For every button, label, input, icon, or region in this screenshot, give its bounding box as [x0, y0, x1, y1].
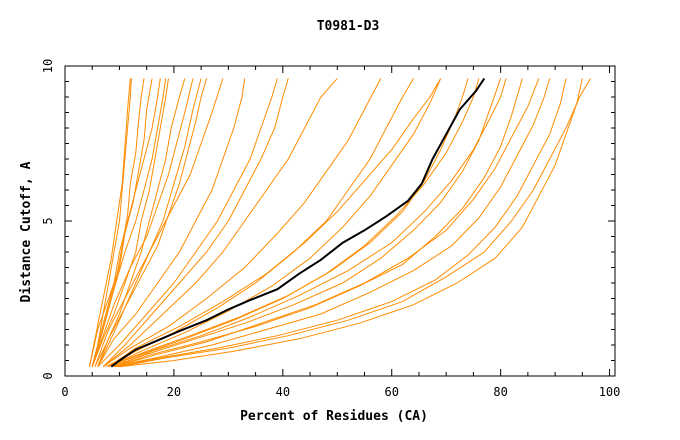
x-tick-label: 80: [493, 385, 507, 399]
series-line-10: [97, 78, 246, 367]
series-line-25: [113, 78, 540, 368]
y-tick-label: 5: [41, 217, 55, 224]
series-line-18: [113, 78, 523, 368]
series-line-28: [89, 78, 131, 367]
series-line-19: [113, 78, 551, 368]
series-line-23: [108, 78, 442, 368]
series-line-27: [91, 78, 161, 367]
highlighted-series-line: [110, 77, 486, 368]
plot-frame: [64, 65, 616, 377]
series-line-24: [113, 78, 507, 368]
series-line-6: [91, 78, 194, 367]
series-line-29: [97, 78, 202, 367]
series-line-17: [111, 78, 502, 368]
series-line-1: [91, 78, 132, 367]
series-line-8: [91, 78, 167, 367]
x-tick-label: 100: [599, 385, 621, 399]
chart-title: T0981-D3: [317, 19, 380, 34]
series-line-9: [94, 78, 224, 367]
x-tick-label: 0: [61, 385, 68, 399]
x-tick-label: 60: [385, 385, 399, 399]
series-line-16: [108, 78, 480, 368]
axes-layer: 0 20 40 60 80 100 0 5 10: [41, 59, 620, 399]
series-line-15: [108, 78, 442, 368]
series-line-5: [94, 78, 186, 367]
x-axis-label: Percent of Residues (CA): [240, 409, 428, 424]
x-tick-label: 40: [276, 385, 290, 399]
series-line-4: [91, 78, 169, 367]
y-tick-label: 10: [41, 59, 55, 73]
series-line-20: [116, 78, 567, 368]
series-line-26: [102, 78, 289, 368]
series-layer: [89, 77, 591, 368]
y-tick-label: 0: [41, 372, 55, 379]
series-line-21: [119, 78, 591, 368]
series-line-3: [89, 78, 153, 367]
series-line-12: [102, 78, 338, 368]
series-line-13: [102, 78, 382, 368]
x-tick-label: 20: [167, 385, 181, 399]
series-line-30: [119, 78, 583, 368]
y-axis-label: Distance Cutoff, A: [19, 161, 34, 302]
series-line-11: [97, 78, 278, 368]
